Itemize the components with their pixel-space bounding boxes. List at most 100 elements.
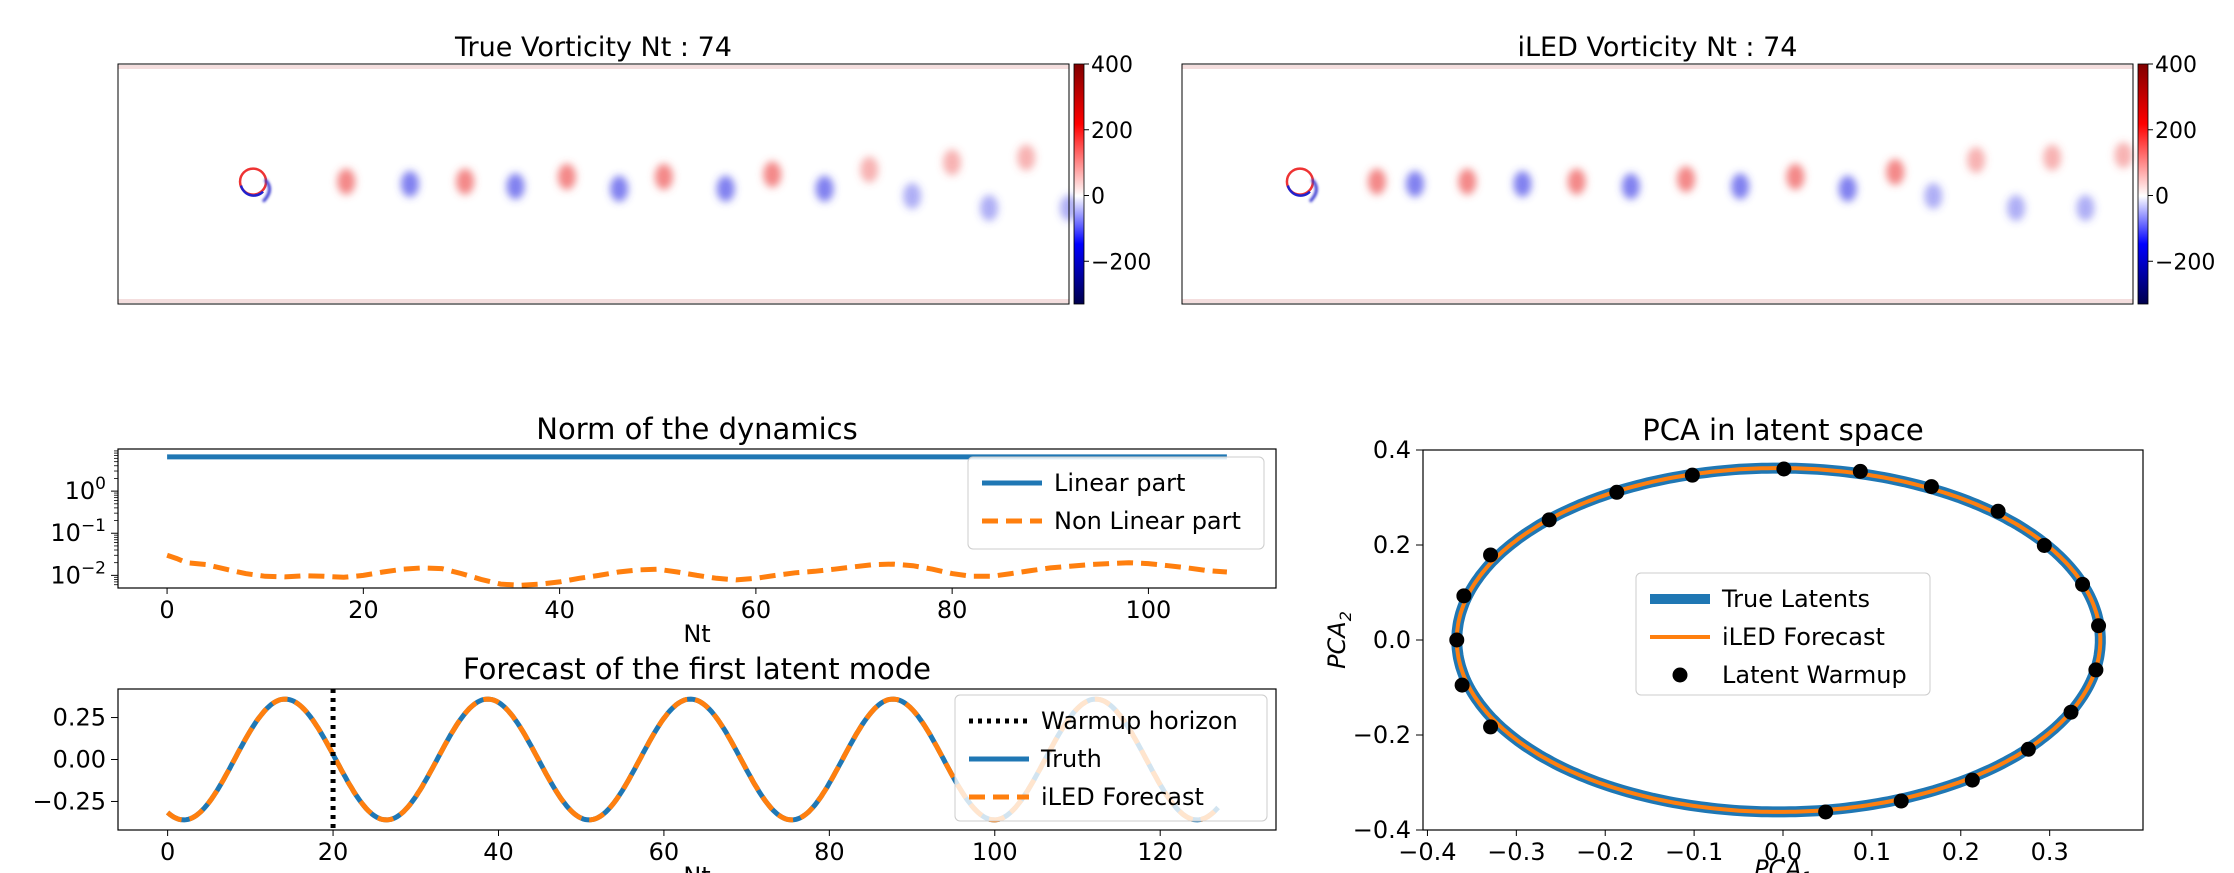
positive-eddy xyxy=(1567,168,1586,195)
shear-layer xyxy=(261,178,272,203)
x-tick-label: 120 xyxy=(1137,838,1183,866)
series-line xyxy=(166,552,1228,588)
colorbar-tick-label: 400 xyxy=(2155,53,2197,78)
negative-eddy xyxy=(1731,173,1750,200)
warmup-point xyxy=(1456,588,1472,604)
x-tick-label: 80 xyxy=(937,596,968,624)
negative-eddy xyxy=(903,183,922,209)
negative-eddy xyxy=(815,175,834,202)
x-tick-label: 0.1 xyxy=(1853,838,1891,866)
legend-box xyxy=(954,694,1268,822)
negative-eddy xyxy=(980,195,999,221)
chart-title: True Vorticity Nt : 74 xyxy=(454,32,732,63)
x-tick-label: 40 xyxy=(544,596,575,624)
negative-eddy xyxy=(1621,173,1640,200)
legend-label: True Latents xyxy=(1721,585,1870,613)
top-wall xyxy=(1182,65,2133,69)
positive-eddy xyxy=(943,149,962,176)
plot-frame xyxy=(117,448,1277,589)
negative-eddy xyxy=(400,171,419,197)
legend-label: Truth xyxy=(1040,745,1102,773)
bottom-wall xyxy=(1182,299,2133,303)
field-background xyxy=(1182,64,2133,304)
warmup-point xyxy=(1609,484,1625,500)
warmup-point xyxy=(2088,662,2104,678)
negative-eddy xyxy=(2076,195,2095,221)
x-axis-label: PCA1 xyxy=(1754,855,1812,873)
colorbar-tick-label: 0 xyxy=(1091,185,1105,210)
negative-eddy xyxy=(610,175,629,202)
subscript: 2 xyxy=(1336,611,1355,621)
x-tick-label: 0.0 xyxy=(1764,838,1802,866)
positive-eddy xyxy=(1967,147,1986,173)
positive-eddy xyxy=(1458,168,1477,195)
negative-eddy xyxy=(1838,175,1857,202)
negative-eddy xyxy=(1513,171,1532,197)
colorbar-tick-label: 200 xyxy=(2155,119,2197,144)
y-tick-label: 100 xyxy=(65,474,106,505)
warmup-point xyxy=(2091,618,2107,634)
cylinder-blue-boundary xyxy=(239,185,264,197)
warmup-point xyxy=(1923,479,1939,495)
eddy-layer xyxy=(337,144,1078,221)
cylinder-blue-boundary xyxy=(1286,185,1311,197)
positive-eddy xyxy=(763,161,782,188)
warmup-point xyxy=(1449,632,1465,648)
pca-chart: PCA in latent space −0.4 −0.3 −0.2 −0.1 0.0 0.… xyxy=(1323,413,2144,873)
x-tick-label: 20 xyxy=(318,838,349,866)
top-wall xyxy=(118,65,1069,69)
negative-eddy xyxy=(506,173,525,200)
warmup-point xyxy=(1893,793,1909,809)
warmup-point xyxy=(2036,537,2052,553)
warmup-point xyxy=(2075,576,2091,592)
negative-eddy xyxy=(716,175,735,202)
y-tick-label: −0.2 xyxy=(1353,721,1411,749)
colorbar-tick-label: 0 xyxy=(2155,185,2169,210)
positive-eddy xyxy=(654,163,673,190)
legend-label: iLED Forecast xyxy=(1041,783,1204,811)
x-tick-label: −0.2 xyxy=(1576,838,1634,866)
positive-eddy xyxy=(456,168,475,195)
warmup-point xyxy=(1776,461,1792,477)
legend-label: Non Linear part xyxy=(1054,507,1241,535)
negative-eddy xyxy=(1405,171,1424,197)
exponent: −2 xyxy=(81,558,106,578)
positive-eddy xyxy=(1017,144,1036,171)
shear-layer xyxy=(1308,178,1318,203)
negative-eddy xyxy=(2007,195,2026,221)
y-tick-label: 10−2 xyxy=(50,558,106,589)
warmup-point xyxy=(1541,512,1557,528)
warmup-point xyxy=(1454,677,1470,693)
y-tick-label: −0.4 xyxy=(1353,816,1411,844)
legend-label: Warmup horizon xyxy=(1041,707,1238,735)
warmup-point xyxy=(2020,741,2036,757)
x-tick-label: 40 xyxy=(483,838,514,866)
colorbar-tick-label: 400 xyxy=(1091,53,1133,78)
y-tick-label: 0.4 xyxy=(1373,436,1411,464)
x-tick-label: 0.2 xyxy=(1942,838,1980,866)
x-tick-label: 100 xyxy=(972,838,1018,866)
warmup-point xyxy=(2063,704,2079,720)
chart-title: Forecast of the first latent mode xyxy=(463,652,931,686)
legend-label: iLED Forecast xyxy=(1722,623,1885,651)
x-tick-label: −0.1 xyxy=(1665,838,1723,866)
positive-eddy xyxy=(2114,142,2133,169)
panel-frame xyxy=(1181,63,2134,305)
x-tick-label: 0 xyxy=(159,596,174,624)
latent-forecast-chart: Forecast of the first latent mode 0 20 40 60… xyxy=(32,652,1277,873)
colorbar-tick-label: −200 xyxy=(1091,250,1151,275)
y-tick-label: 0.00 xyxy=(53,746,106,774)
legend-label: Latent Warmup xyxy=(1722,661,1907,689)
warmup-point xyxy=(1852,463,1868,479)
warmup-point xyxy=(1483,547,1499,563)
norm-dynamics-chart: Norm of the dynamics 0 20 40 60 80 100 100 10−1 1… xyxy=(50,412,1277,648)
legend-label: Linear part xyxy=(1054,469,1185,497)
positive-eddy xyxy=(1886,159,1905,185)
true_vorticity-panel: True Vorticity Nt : 74 400 200 0 −200 xyxy=(117,32,1151,305)
x-tick-label: 60 xyxy=(649,838,680,866)
iled_vorticity-panel: iLED Vorticity Nt : 74 400 200 0 −200 xyxy=(1181,32,2215,305)
subscript: 1 xyxy=(1802,868,1812,873)
exponent: 0 xyxy=(95,474,106,494)
x-tick-label: 80 xyxy=(814,838,845,866)
positive-eddy xyxy=(2043,144,2062,171)
